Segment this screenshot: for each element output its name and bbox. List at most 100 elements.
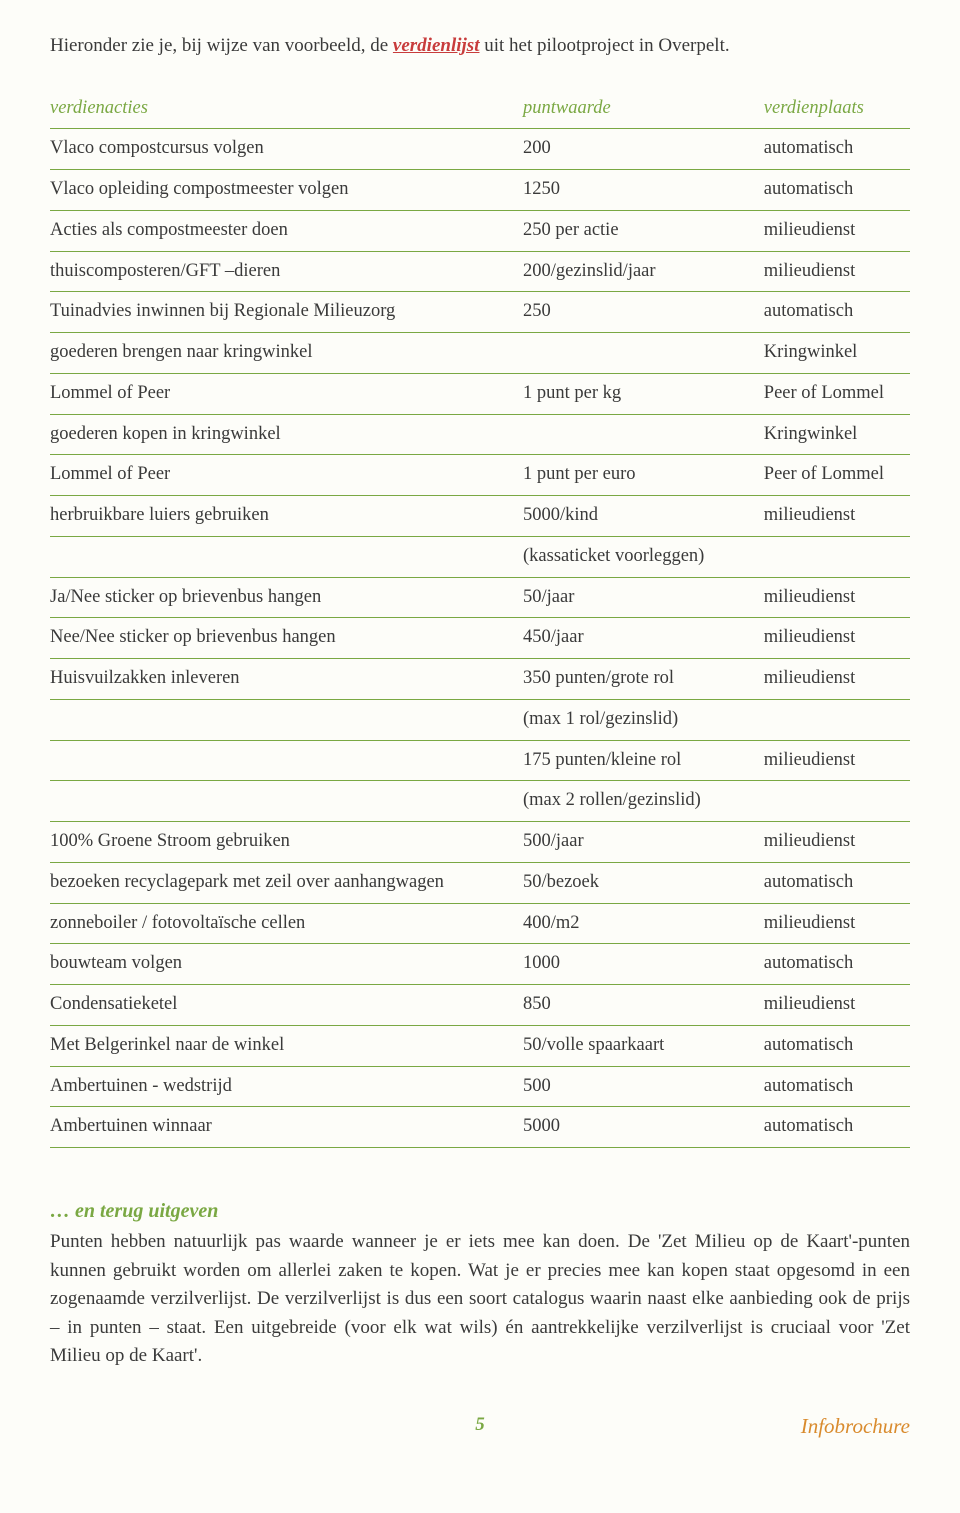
intro-pre: Hieronder zie je, bij wijze van voorbeel… [50,35,393,56]
verdienlijst-table: verdienacties puntwaarde verdienplaats V… [50,89,910,1149]
table-row: goederen brengen naar kringwinkel Kringwi… [50,333,910,374]
table-cell: automatisch [764,292,910,333]
table-cell: milieudienst [764,618,910,659]
table-cell: milieudienst [764,210,910,251]
section-heading: … en terug uitgeven [50,1196,910,1226]
table-row: thuiscomposteren/GFT –dieren200/gezinsli… [50,251,910,292]
table-cell: Lommel of Peer [50,373,523,414]
table-cell: 500/jaar [523,822,764,863]
table-cell: Vlaco opleiding compostmeester volgen [50,170,523,211]
table-row: goederen kopen in kringwinkel Kringwinkel [50,414,910,455]
page-footer: 5 Infobrochure [50,1411,910,1439]
table-cell: Nee/Nee sticker op brievenbus hangen [50,618,523,659]
table-cell: 350 punten/grote rol [523,659,764,700]
table-cell: automatisch [764,170,910,211]
table-row: bezoeken recyclagepark met zeil over aan… [50,862,910,903]
table-cell: Condensatieketel [50,985,523,1026]
table-cell: Kringwinkel [764,333,910,374]
table-cell [50,699,523,740]
table-cell [764,699,910,740]
table-row: (max 1 rol/gezinslid) [50,699,910,740]
table-cell: 1 punt per kg [523,373,764,414]
table-cell: 5000/kind [523,496,764,537]
table-cell: Peer of Lommel [764,373,910,414]
intro-post: uit het pilootproject in Overpelt. [479,35,729,56]
table-cell: milieudienst [764,659,910,700]
table-row: Met Belgerinkel naar de winkel50/volle s… [50,1025,910,1066]
header-verdienacties: verdienacties [50,89,523,129]
table-cell: milieudienst [764,985,910,1026]
table-cell: 50/jaar [523,577,764,618]
table-row: Vlaco compostcursus volgen200automatisch [50,129,910,170]
table-row: 100% Groene Stroom gebruiken500/jaarmili… [50,822,910,863]
table-row: 175 punten/kleine rolmilieudienst [50,740,910,781]
table-cell: thuiscomposteren/GFT –dieren [50,251,523,292]
table-cell: 5000 [523,1107,764,1148]
table-cell: 250 per actie [523,210,764,251]
table-cell: Acties als compostmeester doen [50,210,523,251]
table-cell: milieudienst [764,740,910,781]
table-cell: 50/bezoek [523,862,764,903]
table-row: (kassaticket voorleggen) [50,536,910,577]
table-cell [523,414,764,455]
table-cell: goederen kopen in kringwinkel [50,414,523,455]
table-cell: 200/gezinslid/jaar [523,251,764,292]
table-cell: automatisch [764,129,910,170]
table-row: Tuinadvies inwinnen bij Regionale Milieu… [50,292,910,333]
table-cell: milieudienst [764,903,910,944]
table-cell: automatisch [764,862,910,903]
table-cell: 50/volle spaarkaart [523,1025,764,1066]
section-body: Punten hebben natuurlijk pas waarde wann… [50,1228,910,1371]
table-cell: Peer of Lommel [764,455,910,496]
table-cell: goederen brengen naar kringwinkel [50,333,523,374]
table-cell: bezoeken recyclagepark met zeil over aan… [50,862,523,903]
header-verdienplaats: verdienplaats [764,89,910,129]
table-row: Vlaco opleiding compostmeester volgen125… [50,170,910,211]
document-label: Infobrochure [801,1411,910,1443]
table-cell: 400/m2 [523,903,764,944]
table-cell: automatisch [764,1066,910,1107]
table-cell: 1000 [523,944,764,985]
table-row: Huisvuilzakken inleveren350 punten/grote… [50,659,910,700]
table-cell: automatisch [764,944,910,985]
table-cell: 1 punt per euro [523,455,764,496]
table-cell: milieudienst [764,251,910,292]
table-cell: milieudienst [764,577,910,618]
table-cell: milieudienst [764,496,910,537]
table-cell: 250 [523,292,764,333]
table-cell [50,740,523,781]
table-row: (max 2 rollen/gezinslid) [50,781,910,822]
table-row: Condensatieketel850milieudienst [50,985,910,1026]
table-row: bouwteam volgen1000automatisch [50,944,910,985]
table-cell: 175 punten/kleine rol [523,740,764,781]
table-cell [50,781,523,822]
table-row: Ambertuinen winnaar5000automatisch [50,1107,910,1148]
table-row: Lommel of Peer1 punt per euroPeer of Lom… [50,455,910,496]
table-row: Ambertuinen - wedstrijd500automatisch [50,1066,910,1107]
table-cell: (kassaticket voorleggen) [523,536,764,577]
table-cell: Huisvuilzakken inleveren [50,659,523,700]
table-cell: Kringwinkel [764,414,910,455]
table-cell: 850 [523,985,764,1026]
table-cell: zonneboiler / fotovoltaïsche cellen [50,903,523,944]
table-row: Lommel of Peer1 punt per kgPeer of Lomme… [50,373,910,414]
table-body: Vlaco compostcursus volgen200automatisch… [50,129,910,1148]
table-cell: 1250 [523,170,764,211]
table-cell: Vlaco compostcursus volgen [50,129,523,170]
table-cell: Ja/Nee sticker op brievenbus hangen [50,577,523,618]
table-cell: Met Belgerinkel naar de winkel [50,1025,523,1066]
header-puntwaarde: puntwaarde [523,89,764,129]
table-cell: 450/jaar [523,618,764,659]
table-cell: 200 [523,129,764,170]
table-cell [764,781,910,822]
table-cell: 100% Groene Stroom gebruiken [50,822,523,863]
table-cell: Ambertuinen - wedstrijd [50,1066,523,1107]
table-cell: (max 2 rollen/gezinslid) [523,781,764,822]
section-uitgeven: … en terug uitgeven Punten hebben natuur… [50,1196,910,1371]
page-number: 5 [475,1414,485,1435]
table-cell: Tuinadvies inwinnen bij Regionale Milieu… [50,292,523,333]
table-cell [523,333,764,374]
table-cell: automatisch [764,1107,910,1148]
table-cell: herbruikbare luiers gebruiken [50,496,523,537]
table-cell [764,536,910,577]
